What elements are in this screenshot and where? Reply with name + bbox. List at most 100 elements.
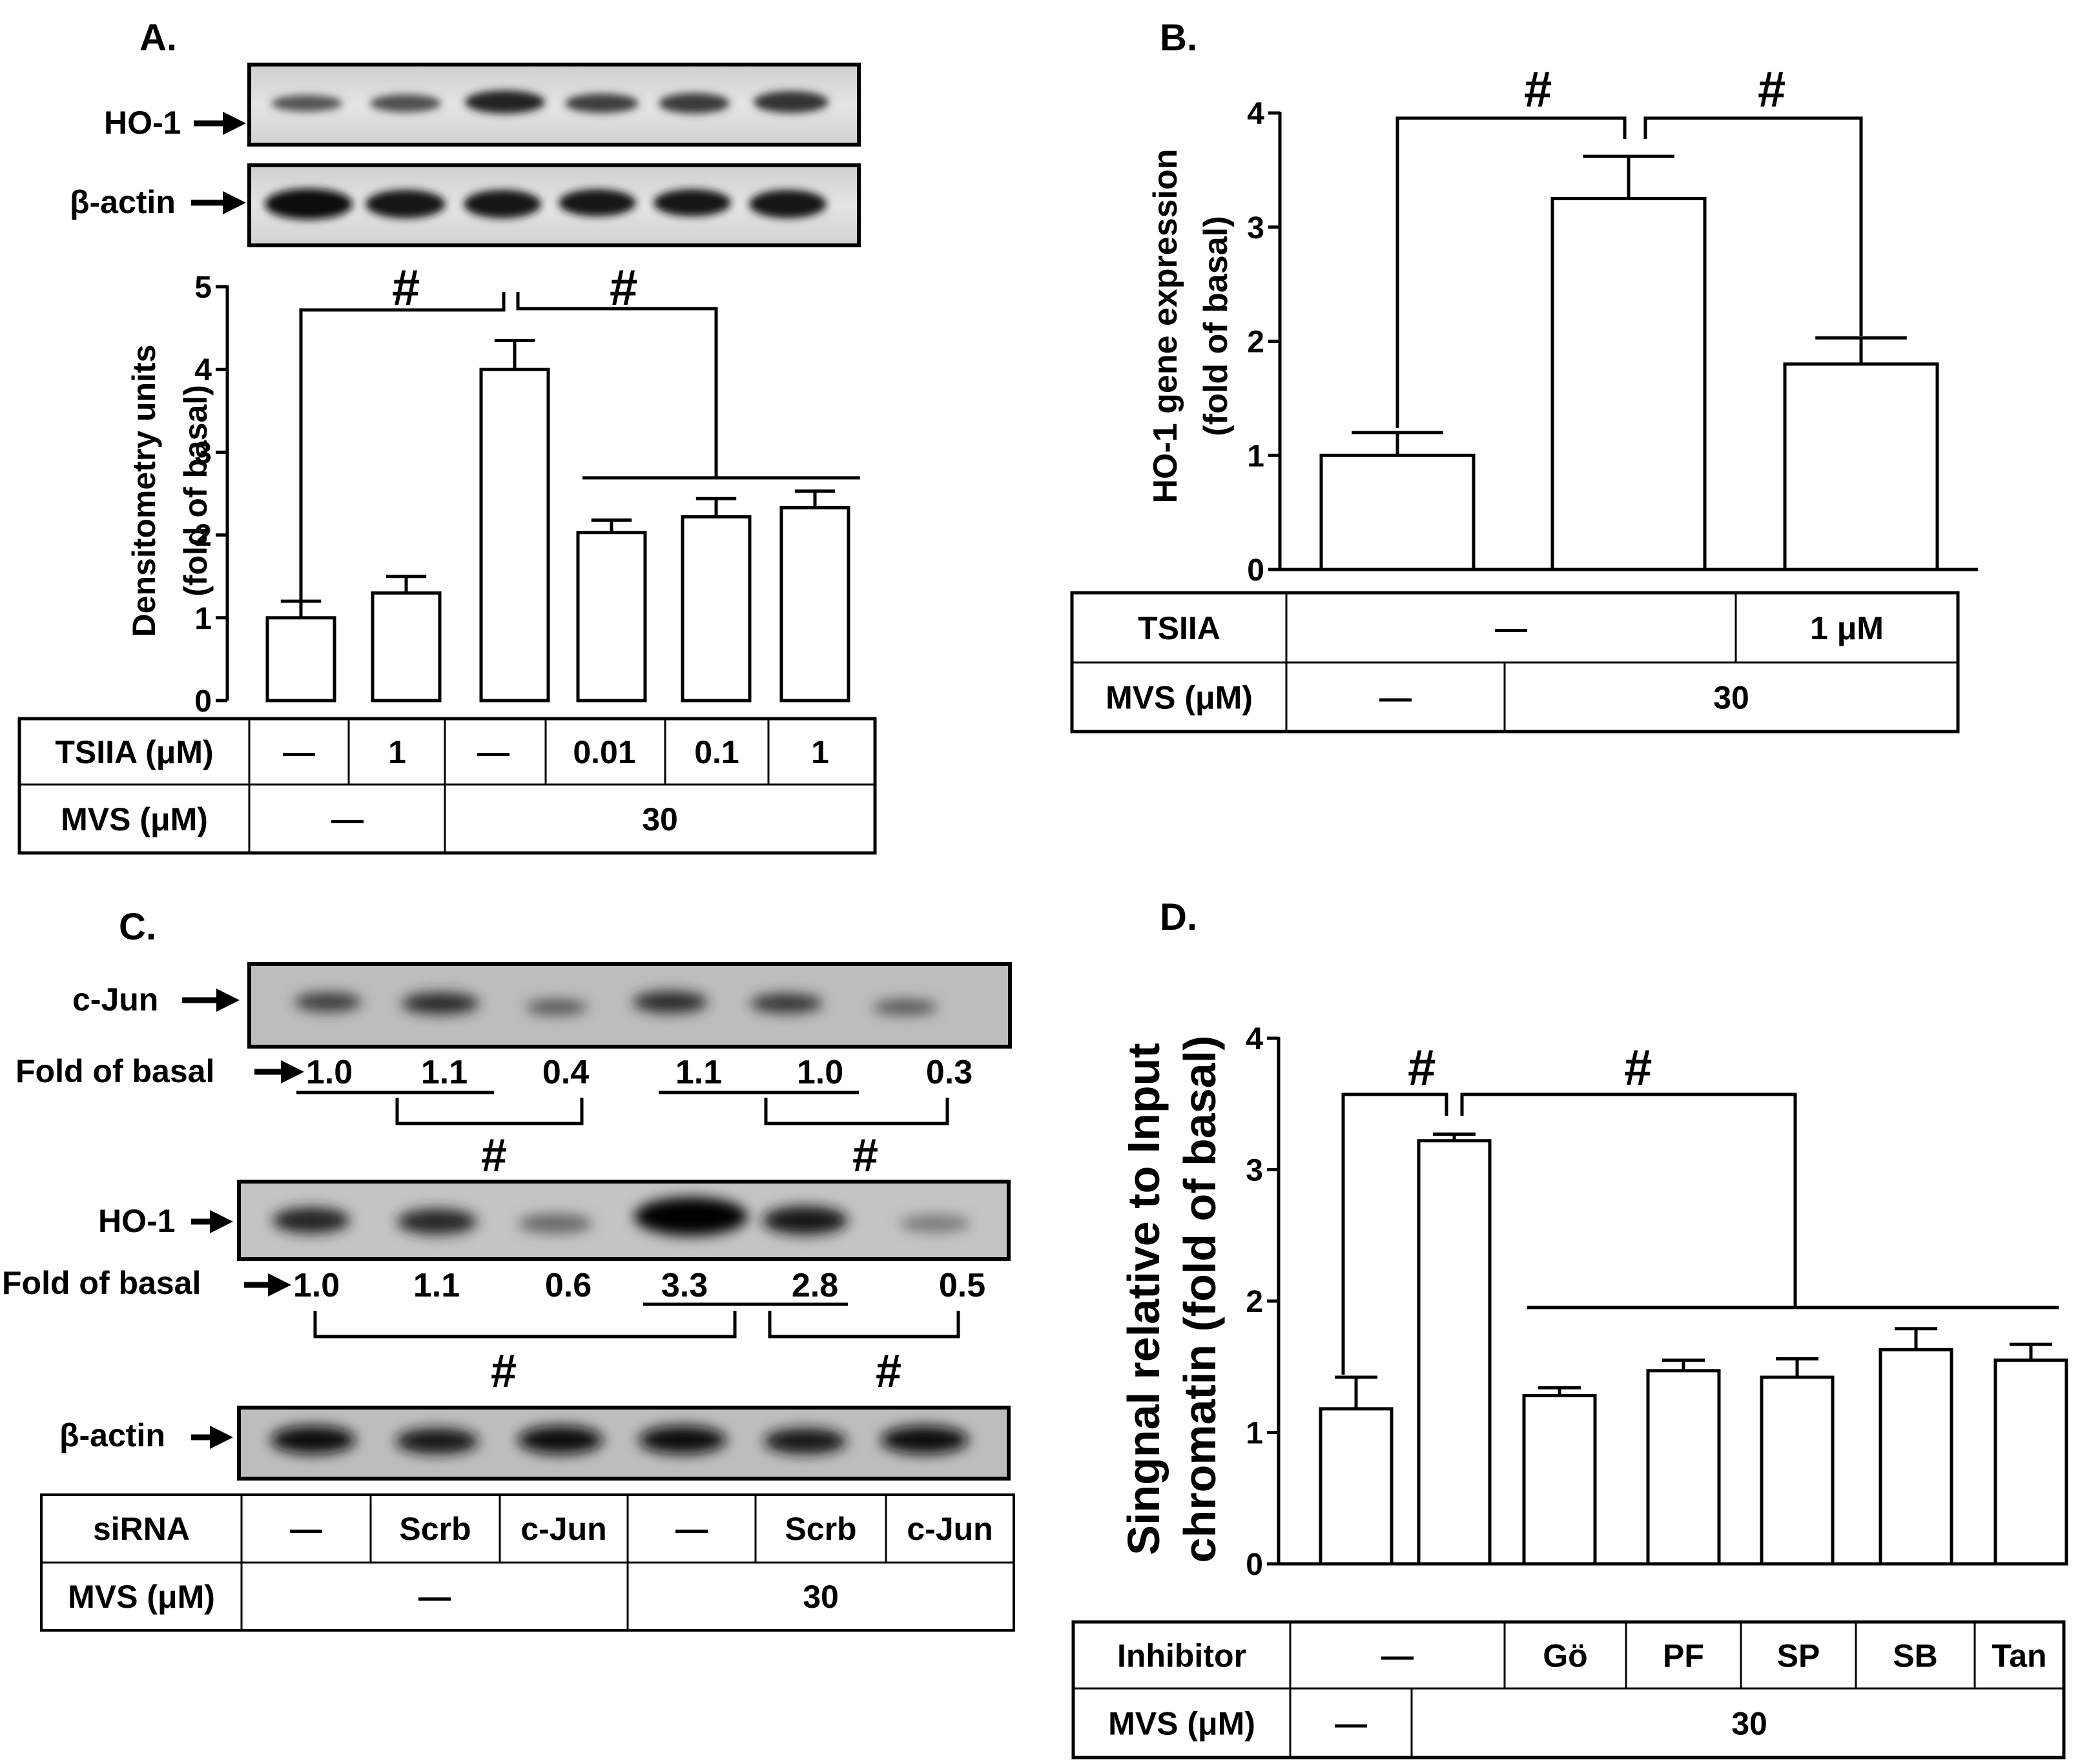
panel-c-ho1-sig-1: # [491,1346,517,1397]
panel-c-ho1-fold-1: 1.0 [293,1267,340,1304]
panel-a: A. HO-1 β-actin [70,17,861,247]
panel-d-ytick-label-0: 0 [1246,1548,1263,1582]
panel-c-cell-3: c-Jun [520,1511,606,1547]
panel-c-cjun-fold-5: 1.0 [797,1054,843,1091]
panel-d-row2-label: MVS (μM) [1108,1706,1255,1742]
panel-b-ytick-label-0: 0 [1247,553,1264,588]
panel-c-ho1-sig-2: # [876,1346,901,1397]
panel-b-bracket-1 [1395,116,1627,428]
panel-d-row1-cell-6: Tan [1992,1638,2046,1674]
panel-c-ho1-brackets [313,1302,960,1338]
panel-d-label: D. [1160,896,1197,938]
panel-a-sig-2: # [610,259,637,316]
panel-b-row1-label: TSIIA [1138,610,1220,646]
panel-c-cjun-sig-1: # [481,1130,507,1182]
panel-a-ytick-label-1: 1 [194,602,212,636]
panel-d-row1-cell-3: PF [1663,1638,1704,1674]
panel-d-bracket-1 [1341,1092,1448,1375]
panel-b-label: B. [1160,17,1197,59]
panel-b-ytick-label-4: 4 [1247,97,1264,131]
panel-c-cjun-sig-2: # [852,1130,878,1182]
panel-b-row2-label: MVS (μM) [1106,680,1253,716]
panel-d-ylabel-1: Singnal relative to Input [1118,1043,1169,1555]
panel-d-ylabel-2: chromatin (fold of basal) [1175,1036,1225,1563]
panel-b-chart: 0 1 2 3 4 HO-1 gene expression (fold of basal)… [1070,61,1978,733]
panel-c-ho1-label: HO-1 [98,1203,175,1239]
panel-c-cjun-fold-values: 1.0 1.1 0.4 1.1 1.0 0.3 [306,1054,973,1091]
panel-b-bar-1 [1319,453,1476,571]
panel-a-actin-arrow [191,191,246,214]
panel-a-bracket-2 [516,292,718,478]
panel-c-actin-label: β-actin [59,1417,165,1453]
panel-c-table: siRNA MVS (μM) — Scrb c-Jun — Scrb c-Jun… [40,1493,1015,1632]
panel-d-sig-1: # [1408,1039,1436,1096]
panel-b-ylabel-1: HO-1 gene expression [1147,149,1184,503]
panel-d-table [1071,1620,2066,1759]
panel-c-cjun-fold-1: 1.0 [306,1054,353,1091]
panel-b-bar-3 [1783,362,1939,571]
panel-d-sig-2: # [1624,1039,1652,1096]
panel-d-ytick-label-2: 2 [1246,1285,1263,1319]
panel-c-cjun-brackets [296,1091,949,1125]
panel-c-actin-blot [237,1406,1011,1481]
panel-a-ho1-bands [271,90,829,114]
panel-b-sig-2: # [1758,61,1786,118]
panel-c-ho1-fold-4: 3.3 [661,1267,708,1304]
panel-a-bar-4 [576,531,647,703]
panel-a-row1-cell-5: 0.1 [694,734,739,770]
panel-c-cjun-bands [294,991,938,1015]
panel-a-row1-cell-3: — [477,734,510,770]
panel-a-ho1-label: HO-1 [104,105,181,141]
panel-c-cjun-arrow [182,989,240,1012]
panel-c-row2-label: MVS (μM) [68,1579,215,1615]
panel-a-row1-cell-6: 1 [811,734,829,770]
panel-b-bar-2 [1550,197,1707,571]
panel-a-bar-6 [779,506,850,703]
panel-c-ho1-fold-3: 0.6 [545,1267,592,1304]
panel-a-ytick-label-3: 3 [194,436,212,470]
panel-b-row1-cell-1: — [1495,610,1527,646]
panel-c-cjun-label: c-Jun [72,981,158,1018]
panel-c-cell-5: Scrb [785,1511,856,1547]
panel-b-ylabel-2: (fold of basal) [1197,216,1235,436]
panel-c-label: C. [119,906,156,948]
panel-d-row2-cell-2: 30 [1731,1706,1767,1742]
panel-a-bar-3 [479,367,550,703]
panel-a-row1-label: TSIIA (μM) [55,734,213,770]
panel-d-bracket-2 [1460,1092,1797,1308]
panel-d-row1-cell-2: Gö [1543,1638,1587,1674]
panel-a-actin-bands [265,189,827,220]
panel-d-row2-cell-1: — [1335,1706,1367,1742]
panel-a-ho1-arrow [194,112,246,135]
panel-c-ho1-blot [237,1180,1011,1261]
panel-c-cjun-fold-4: 1.1 [675,1054,722,1091]
panel-a-label: A. [139,17,177,59]
panel-d-bar-1 [1319,1407,1394,1566]
panel-c-ho1-fold-5: 2.8 [792,1267,838,1304]
panel-a-ytick-label-5: 5 [194,271,212,305]
panel-a-table [17,717,877,855]
panel-a-ytick-label-2: 2 [194,519,212,553]
panel-d-ytick-label-1: 1 [1246,1417,1263,1451]
panel-c-ho1-fold-6: 0.5 [939,1267,985,1304]
panel-a-ytick-label-4: 4 [194,353,212,387]
panel-b-row1-cell-2: 1 μM [1810,610,1884,646]
panel-c-cjun-fold-2: 1.1 [421,1054,468,1091]
panel-d-chart: 0 1 2 3 4 Singnal relative to Input chromatin … [1071,1022,2068,1759]
panel-c-mvs-30: 30 [803,1579,839,1615]
panel-d-ytick-label-4: 4 [1246,1022,1263,1056]
panel-a-ylabel-1: Densitometry units [126,345,162,637]
panel-a-row1-cell-4: 0.01 [573,734,635,770]
panel-c-cell-1: — [290,1511,322,1547]
panel-d-row1-cell-4: SP [1777,1638,1820,1674]
panel-c-actin-bands [271,1426,969,1454]
panel-a-bar-5 [681,515,752,703]
panel-c-cell-4: — [675,1511,708,1547]
panel-d-bar-3 [1522,1394,1597,1566]
panel-c-ho1-fold-values: 1.0 1.1 0.6 3.3 2.8 0.5 [293,1267,985,1304]
panel-c-fold-label-1: Fold of basal [15,1053,214,1089]
panel-a-row1-cell-1: — [283,734,315,770]
panel-c-ho1-bands [273,1197,971,1236]
panel-b-ytick-label-3: 3 [1247,211,1264,245]
panel-d-bar-2 [1417,1139,1492,1566]
